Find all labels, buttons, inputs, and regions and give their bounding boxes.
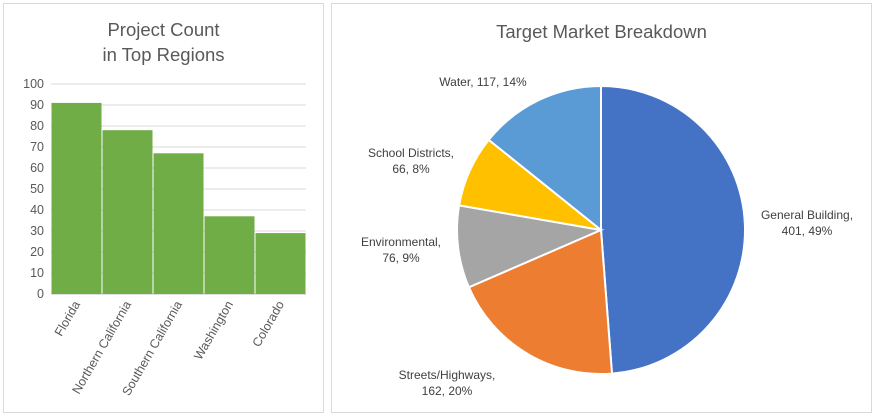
pie-slice-label: Water, 117, 14% (439, 75, 527, 89)
bar (102, 130, 153, 294)
bar-chart-title: Project Count in Top Regions (4, 17, 323, 67)
y-tick-label: 20 (30, 245, 44, 259)
pie-slice-label: Streets/Highways, (399, 368, 496, 382)
pie-chart-plot: General Building, 401, 49% Streets/Highway… (361, 75, 853, 398)
y-tick-label: 0 (37, 287, 44, 301)
bar (153, 153, 204, 294)
pie-slice (600, 84, 747, 375)
x-tick-label: Florida (52, 298, 83, 338)
pie-slice-label: General Building, (761, 208, 853, 222)
pie-slice-label: School Districts, (368, 146, 454, 160)
bar (204, 216, 255, 294)
pie-slice-label: 162, 20% (422, 384, 473, 398)
pie-chart-panel: Target Market Breakdown General Building… (331, 3, 872, 413)
bar (255, 233, 306, 294)
pie-slice-label: 66, 8% (392, 162, 430, 176)
pie-slice (487, 84, 602, 233)
y-tick-label: 30 (30, 224, 44, 238)
pie-slice-label: Environmental, (361, 235, 441, 249)
y-tick-label: 70 (30, 140, 44, 154)
y-tick-label: 40 (30, 203, 44, 217)
bar-chart-title-line-2: in Top Regions (102, 44, 225, 65)
y-tick-label: 50 (30, 182, 44, 196)
pie-chart-title: Target Market Breakdown (496, 21, 707, 42)
y-tick-label: 10 (30, 266, 44, 280)
pie-slice-label: 401, 49% (782, 224, 833, 238)
x-tick-label: Washington (191, 298, 236, 362)
pie-slice (467, 228, 614, 375)
bar (51, 102, 102, 295)
bar-chart-panel: Project Count in Top Regions 0 10 20 30 40 50… (3, 3, 324, 413)
bar-chart-title-line-1: Project Count (107, 19, 220, 40)
pie-slice (456, 204, 605, 289)
y-tick-label: 100 (23, 77, 44, 91)
y-tick-label: 80 (30, 119, 44, 133)
x-tick-label: Colorado (250, 298, 288, 349)
y-tick-label: 60 (30, 161, 44, 175)
y-tick-label: 90 (30, 98, 44, 112)
pie-slice-label: 76, 9% (382, 251, 420, 265)
